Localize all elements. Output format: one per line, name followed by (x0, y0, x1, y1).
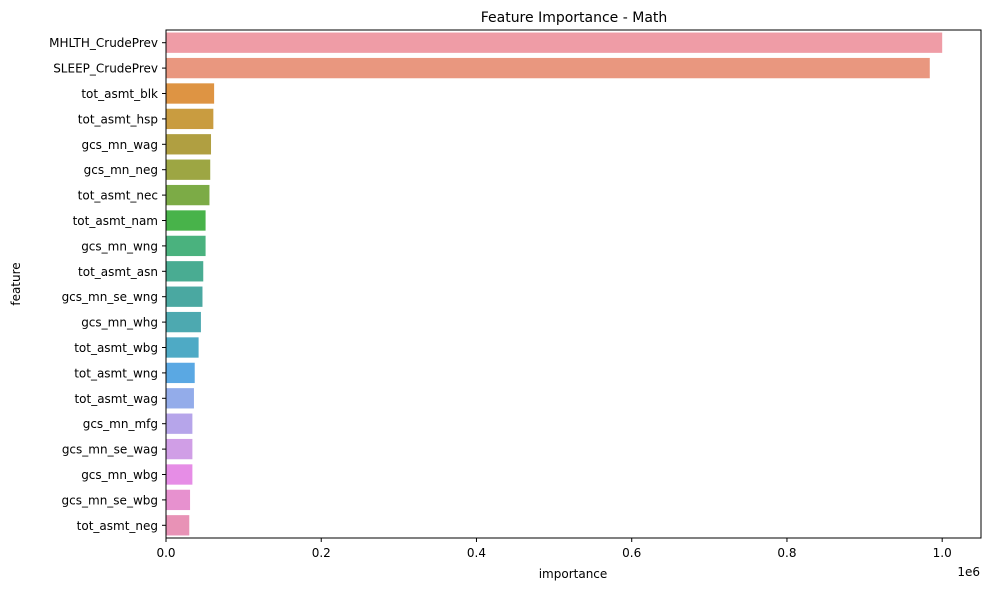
bar-SLEEP_CrudePrev (166, 57, 930, 79)
y-tick-label: SLEEP_CrudePrev (53, 62, 158, 76)
bar-gcs_mn_mfg (166, 413, 193, 434)
y-tick-label: gcs_mn_whg (81, 316, 158, 330)
bar-tot_asmt_nam (166, 210, 206, 231)
y-tick-label: tot_asmt_blk (81, 87, 158, 101)
y-tick-label: tot_asmt_asn (78, 265, 158, 279)
y-tick-label: tot_asmt_neg (77, 519, 158, 533)
bar-tot_asmt_wbg (166, 337, 199, 358)
bar-tot_asmt_nec (166, 184, 210, 206)
x-axis-label: importance (539, 567, 608, 581)
y-tick-label: tot_asmt_nam (73, 214, 158, 228)
y-tick-label: gcs_mn_wng (81, 239, 158, 253)
y-tick-label: tot_asmt_wag (74, 392, 158, 406)
bar-tot_asmt_blk (166, 83, 215, 104)
y-axis: MHLTH_CrudePrev SLEEP_CrudePrev tot_asmt_b… (49, 36, 166, 533)
bar-gcs_mn_se_wag (166, 438, 193, 460)
x-tick-label: 1.0 (933, 546, 952, 560)
y-tick-label: gcs_mn_se_wng (62, 290, 158, 304)
x-axis: 0.0 0.2 0.4 0.6 0.8 1.0 (156, 538, 952, 560)
bar-tot_asmt_wag (166, 388, 194, 409)
bar-gcs_mn_wag (166, 134, 212, 155)
bar-gcs_mn_se_wbg (166, 489, 191, 511)
chart-title: Feature Importance - Math (481, 10, 668, 26)
y-tick-label: gcs_mn_wbg (81, 468, 158, 482)
plot-frame (165, 29, 982, 539)
y-tick-label: tot_asmt_wng (74, 366, 158, 380)
bar-gcs_mn_wng (166, 235, 206, 257)
bar-gcs_mn_whg (166, 311, 201, 333)
bar-tot_asmt_hsp (166, 108, 214, 130)
bar-gcs_mn_wbg (166, 464, 193, 485)
y-tick-label: gcs_mn_wag (81, 138, 158, 152)
y-tick-label: MHLTH_CrudePrev (49, 36, 158, 50)
y-tick-label: tot_asmt_wbg (74, 341, 158, 355)
x-tick-label: 0.2 (312, 546, 331, 560)
x-tick-label: 0.8 (777, 546, 796, 560)
y-tick-label: tot_asmt_nec (78, 189, 158, 203)
bar-tot_asmt_neg (166, 515, 190, 536)
y-tick-label: gcs_mn_neg (84, 163, 158, 177)
y-axis-label: feature (9, 262, 23, 305)
x-tick-label: 0.4 (467, 546, 486, 560)
bar-gcs_mn_se_wng (166, 286, 203, 307)
x-tick-label: 0.0 (156, 546, 175, 560)
y-tick-label: gcs_mn_se_wag (62, 443, 158, 457)
x-axis-scale-label: 1e6 (957, 565, 980, 579)
y-tick-label: tot_asmt_hsp (78, 112, 158, 126)
x-tick-label: 0.6 (622, 546, 641, 560)
y-tick-label: gcs_mn_mfg (83, 417, 158, 431)
y-tick-label: gcs_mn_se_wbg (62, 493, 158, 507)
bar-tot_asmt_asn (166, 261, 204, 282)
bars-group (166, 32, 943, 536)
bar-gcs_mn_neg (166, 159, 211, 180)
bar-MHLTH_CrudePrev (166, 32, 943, 53)
bar-tot_asmt_wng (166, 362, 195, 384)
